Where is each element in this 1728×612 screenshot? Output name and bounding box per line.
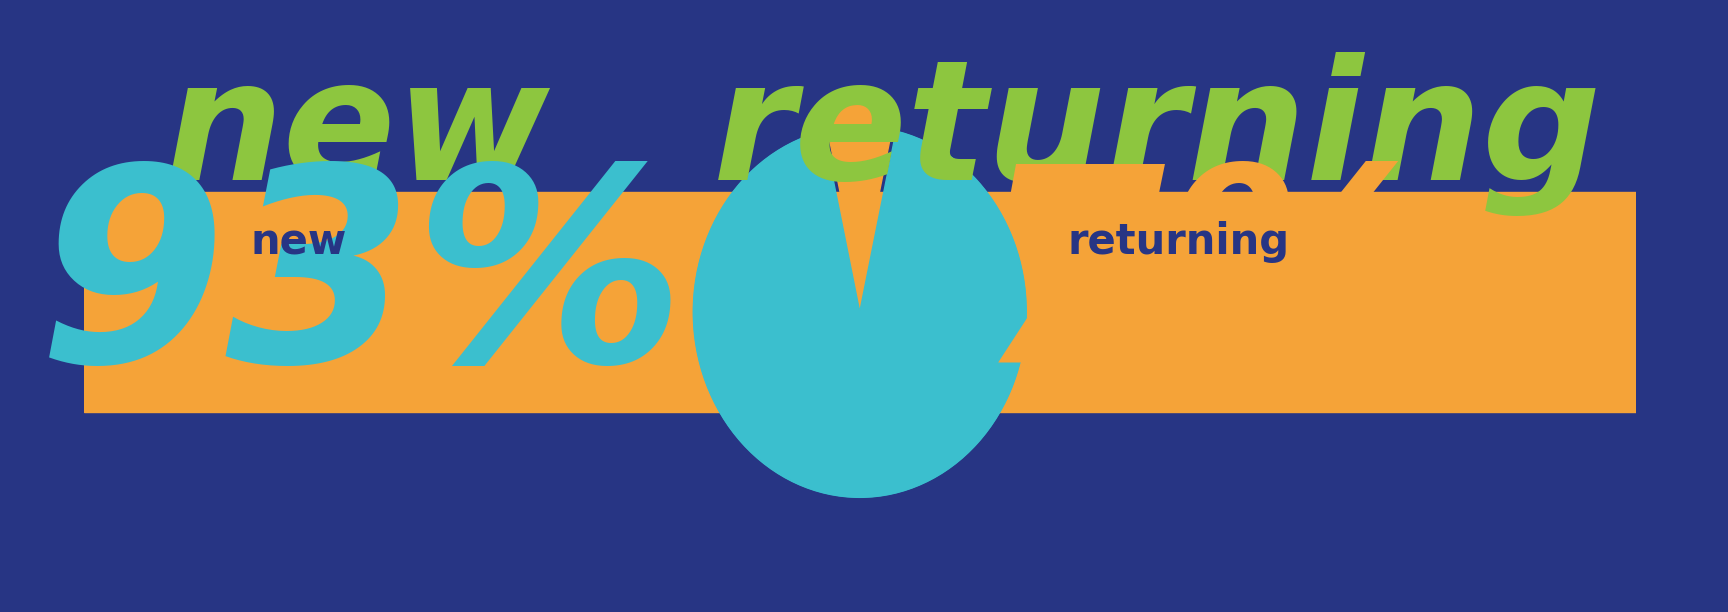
- Polygon shape: [824, 105, 897, 290]
- Polygon shape: [693, 132, 1026, 497]
- Text: new: new: [164, 52, 550, 215]
- Text: returning: returning: [1068, 221, 1289, 263]
- Text: returning: returning: [712, 52, 1602, 216]
- Text: 7%: 7%: [976, 156, 1436, 418]
- Bar: [85, 192, 1636, 412]
- Text: new: new: [251, 221, 346, 263]
- Text: 93%: 93%: [38, 156, 686, 418]
